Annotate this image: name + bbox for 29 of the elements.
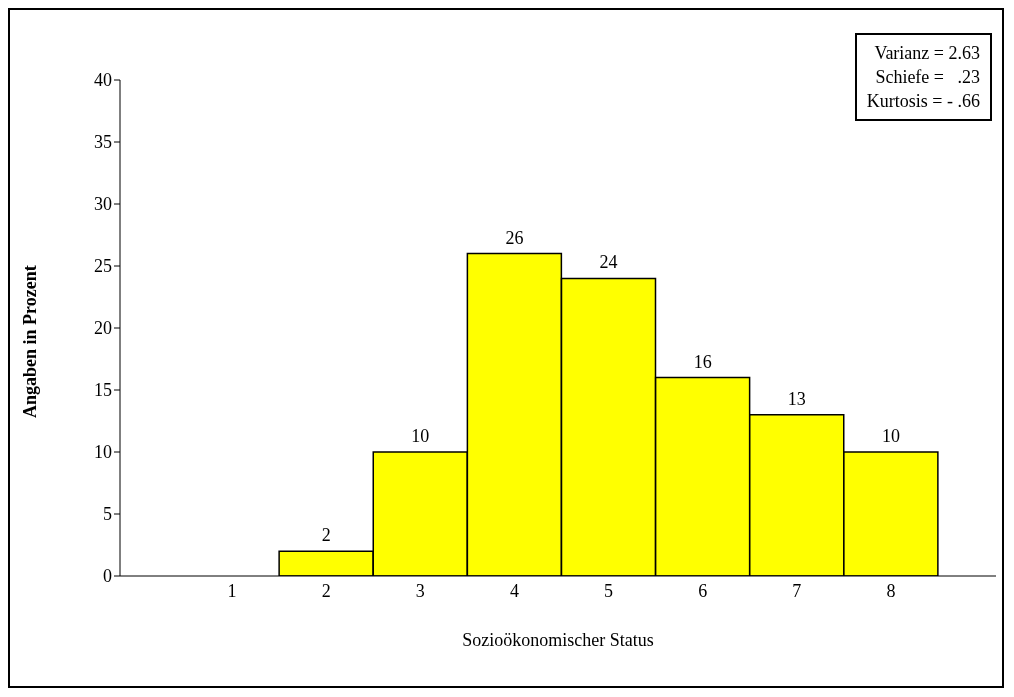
y-tick-label: 0 xyxy=(103,566,112,587)
y-tick-label: 25 xyxy=(94,256,112,277)
x-tick-label: 3 xyxy=(415,580,425,601)
data-label: 10 xyxy=(881,426,900,446)
data-label: 2 xyxy=(321,525,331,546)
x-tick-label: 4 xyxy=(509,580,519,601)
annotation: Schiefe = .23 xyxy=(874,66,980,89)
y-tick-label: 20 xyxy=(94,318,112,339)
x-tick-label: 6 xyxy=(698,580,708,601)
data-label: 24 xyxy=(599,252,618,273)
data-label: 13 xyxy=(787,388,806,409)
x-tick-label: 8 xyxy=(886,580,896,601)
y-tick-label: 35 xyxy=(94,132,112,153)
data-label: 10 xyxy=(411,426,430,446)
y-tick-label: 30 xyxy=(94,194,112,215)
data-label: 26 xyxy=(505,227,524,248)
y-axis-title: Angaben in Prozent xyxy=(20,265,41,418)
y-tick-label: 5 xyxy=(103,504,112,525)
y-tick-label: 10 xyxy=(94,442,112,463)
x-axis-title: Sozioökonomischer Status xyxy=(462,630,654,650)
x-tick-label: 5 xyxy=(604,580,614,601)
x-tick-label: 1 xyxy=(227,580,237,601)
y-tick-label: 40 xyxy=(94,70,112,91)
text: Varianz = 2.63 xyxy=(873,42,980,65)
data-label: 16 xyxy=(693,351,712,372)
annotation: Kurtosis = - .66 xyxy=(866,90,980,113)
x-tick-label: 2 xyxy=(321,580,331,601)
y-tick-label: 15 xyxy=(94,380,112,401)
x-tick-label: 7 xyxy=(792,580,802,601)
